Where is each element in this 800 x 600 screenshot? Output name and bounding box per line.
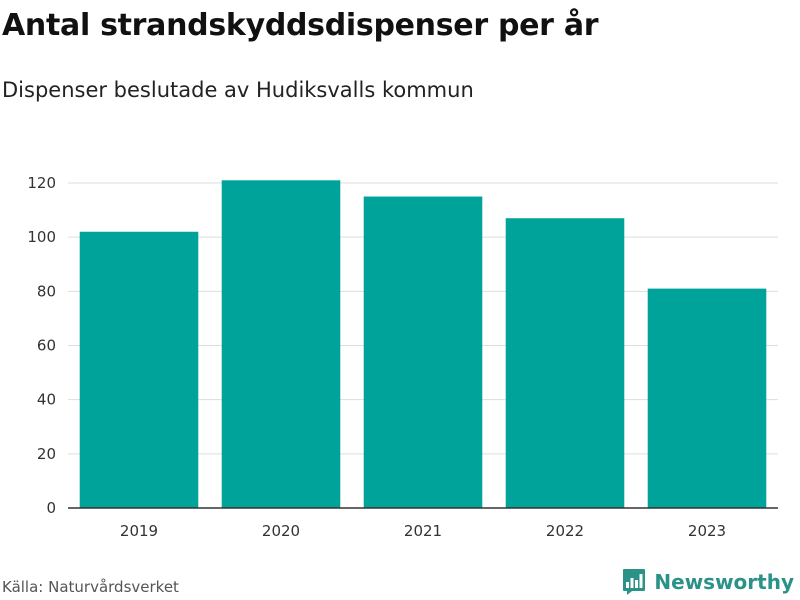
bar-2022 (505, 218, 625, 509)
y-tick-label: 60 (37, 337, 56, 355)
bars (79, 180, 767, 509)
y-tick-label: 0 (46, 499, 56, 517)
x-tick-label: 2022 (546, 522, 584, 540)
chart-title: Antal strandskyddsdispenser per år (2, 8, 599, 43)
bar-2019 (79, 231, 199, 508)
brand-name: Newsworthy (654, 570, 794, 594)
y-tick-label: 120 (27, 174, 56, 192)
bar-chart: 0 20 40 60 80 100 120 2019 2020 2021 2022 2023 (27, 174, 778, 540)
bar-2020 (221, 180, 341, 508)
x-tick-label: 2020 (262, 522, 300, 540)
axes: 0 20 40 60 80 100 120 2019 2020 2021 2022 2023 (27, 174, 778, 540)
source-note: Källa: Naturvårdsverket (2, 578, 179, 596)
x-tick-label: 2021 (404, 522, 442, 540)
bar-2023 (647, 288, 767, 508)
y-tick-label: 40 (37, 391, 56, 409)
brand-logo: Newsworthy (622, 568, 794, 596)
chart-subtitle: Dispenser beslutade av Hudiksvalls kommu… (2, 78, 474, 102)
y-tick-label: 20 (37, 445, 56, 463)
x-tick-label: 2019 (120, 522, 158, 540)
y-tick-label: 80 (37, 282, 56, 300)
bar-2021 (363, 196, 483, 508)
y-tick-label: 100 (27, 228, 56, 246)
x-tick-label: 2023 (688, 522, 726, 540)
bar-chart-speech-bubble-icon (623, 569, 646, 595)
